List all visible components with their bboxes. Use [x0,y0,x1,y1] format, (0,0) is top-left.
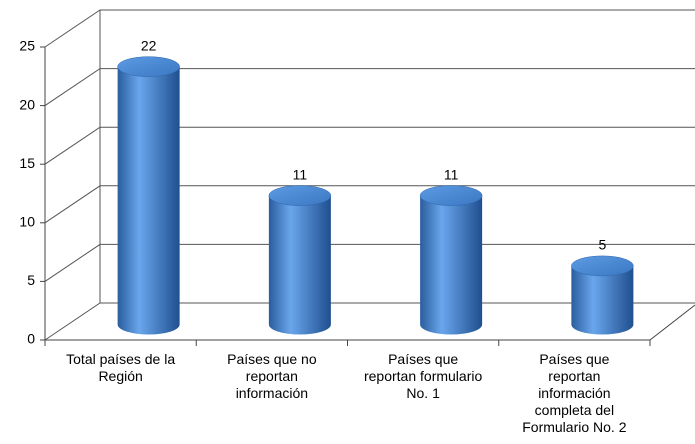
bar-top [571,255,634,277]
y-tick-label: 0 [27,331,35,347]
bar [420,195,483,335]
bar-top [117,56,180,77]
x-tick-label: Países que no reportan información [227,351,317,401]
data-label: 5 [598,237,606,253]
bar-top [268,185,332,206]
y-tick-label: 20 [19,96,35,112]
bar [571,265,634,335]
data-label: 11 [444,166,459,182]
bar-top [419,185,483,206]
bar [268,195,331,335]
y-tick-label: 5 [27,272,35,288]
bar [117,66,180,335]
data-label: 22 [141,37,157,53]
y-tick-label: 10 [19,214,35,230]
x-tick-label: Países que reportan información completa… [522,351,627,435]
y-tick-label: 25 [19,38,35,54]
x-tick-label: Total países de la Región [66,351,176,384]
y-tick-label: 15 [19,155,35,171]
data-label: 11 [293,166,308,182]
x-tick-label: Países que reportan formulario No. 1 [363,351,483,401]
